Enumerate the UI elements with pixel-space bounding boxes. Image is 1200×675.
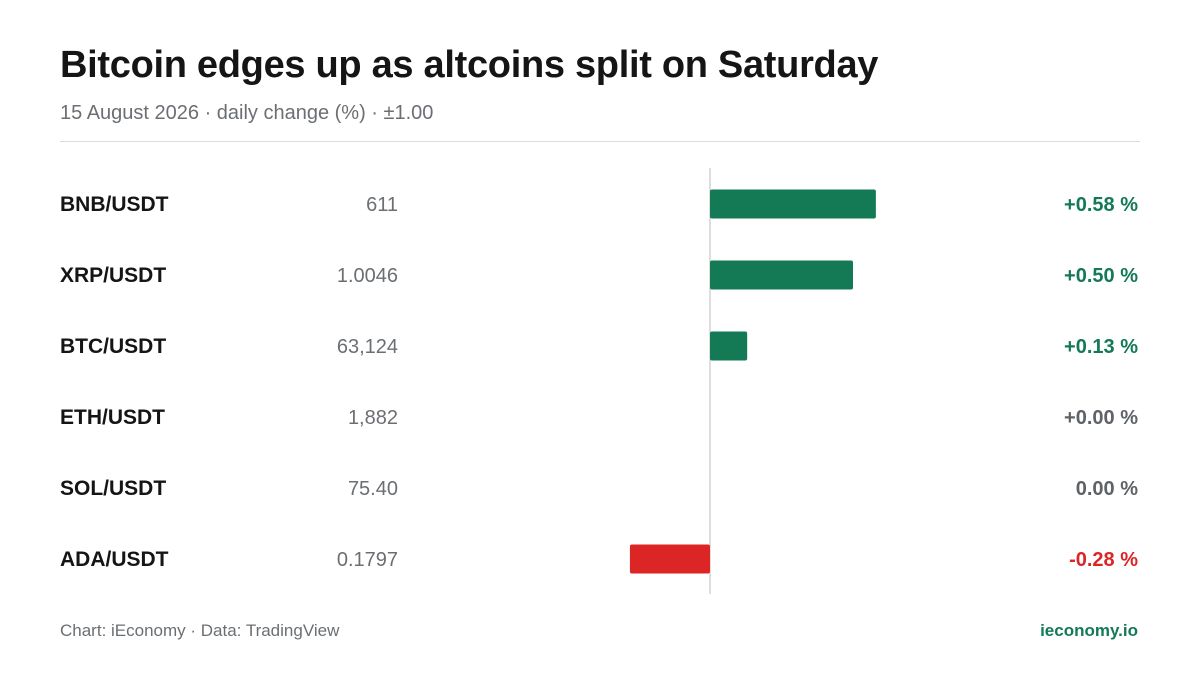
price-label: 0.1797 bbox=[337, 549, 398, 571]
chart-subtitle: 15 August 2026 · daily change (%) · ±1.0… bbox=[60, 102, 434, 124]
change-bar bbox=[710, 331, 748, 361]
pair-label: BNB/USDT bbox=[60, 193, 169, 216]
price-label: 1,882 bbox=[348, 407, 398, 429]
change-bar bbox=[629, 544, 710, 574]
price-label: 75.40 bbox=[348, 478, 398, 500]
price-label: 63,124 bbox=[337, 336, 398, 358]
change-bar bbox=[710, 189, 876, 219]
price-label: 1.0046 bbox=[337, 265, 398, 287]
change-bar bbox=[710, 260, 853, 290]
change-value-label: +0.13 % bbox=[1064, 336, 1138, 358]
pair-label: SOL/USDT bbox=[60, 477, 166, 500]
pair-label: BTC/USDT bbox=[60, 335, 166, 358]
site-link[interactable]: ieconomy.io bbox=[1040, 621, 1138, 640]
chart-title: Bitcoin edges up as altcoins split on Sa… bbox=[60, 44, 879, 86]
change-value-label: -0.28 % bbox=[1069, 549, 1138, 571]
header-divider bbox=[60, 141, 1140, 142]
change-value-label: +0.00 % bbox=[1064, 407, 1138, 429]
pair-label: XRP/USDT bbox=[60, 264, 166, 287]
change-value-label: +0.50 % bbox=[1064, 265, 1138, 287]
pair-label: ADA/USDT bbox=[60, 548, 169, 571]
change-value-label: +0.58 % bbox=[1064, 194, 1138, 216]
change-value-label: 0.00 % bbox=[1076, 478, 1138, 500]
pair-label: ETH/USDT bbox=[60, 406, 165, 429]
source-credit: Chart: iEconomy · Data: TradingView bbox=[60, 621, 340, 640]
price-label: 611 bbox=[366, 194, 398, 216]
